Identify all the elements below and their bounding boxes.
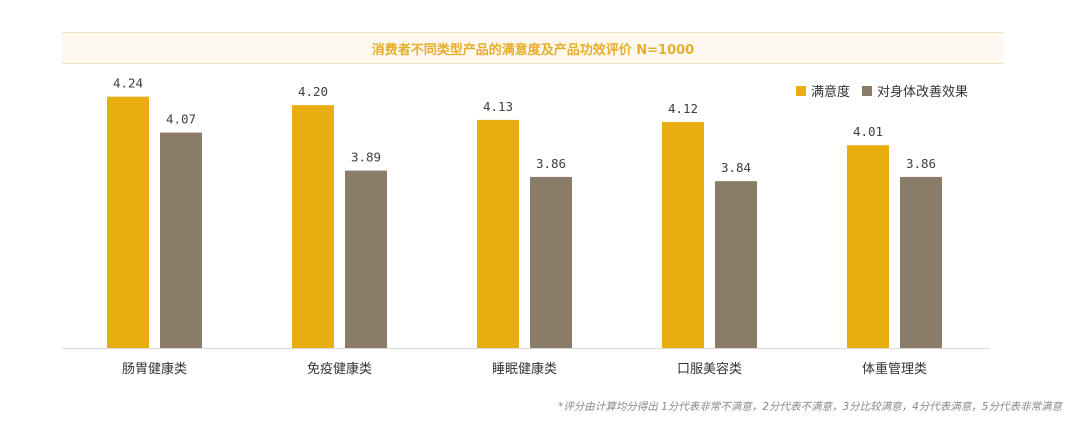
data-label-satisfaction-0: 4.24: [113, 76, 143, 91]
data-label-improvement-3: 3.84: [721, 160, 751, 175]
data-label-improvement-2: 3.86: [536, 156, 566, 171]
bar-improvement-4: [900, 176, 942, 348]
bar-satisfaction-2: [477, 119, 519, 349]
bar-satisfaction-0: [107, 96, 149, 348]
bar-satisfaction-1: [292, 105, 334, 349]
category-label-1: 免疫健康类: [307, 361, 372, 377]
legend-label-1: 对身体改善效果: [877, 84, 968, 100]
category-label-4: 体重管理类: [862, 361, 927, 377]
chart-title-band: 消费者不同类型产品的满意度及产品功效评价 N=1000: [62, 32, 1004, 64]
footnote: *评分由计算均分得出 1分代表非常不满意，2分代表不满意，3分比较满意，4分代表…: [558, 401, 1062, 413]
data-label-improvement-1: 3.89: [351, 150, 381, 165]
legend-label-0: 满意度: [811, 84, 850, 100]
category-label-0: 肠胃健康类: [122, 361, 187, 377]
bar-satisfaction-4: [847, 145, 889, 348]
legend-swatch-1: [862, 86, 873, 96]
bar-satisfaction-3: [662, 122, 704, 349]
data-label-satisfaction-2: 4.13: [483, 99, 513, 114]
bar-improvement-1: [345, 170, 387, 348]
bar-improvement-0: [160, 132, 202, 348]
bar-improvement-3: [715, 181, 757, 348]
data-label-satisfaction-1: 4.20: [298, 84, 328, 99]
category-label-3: 口服美容类: [677, 361, 742, 377]
data-label-satisfaction-3: 4.12: [668, 101, 698, 116]
category-label-2: 睡眠健康类: [492, 361, 557, 377]
chart-title: 消费者不同类型产品的满意度及产品功效评价 N=1000: [371, 42, 695, 58]
data-label-improvement-4: 3.86: [906, 156, 936, 171]
bar-improvement-2: [530, 176, 572, 348]
legend-swatch-0: [796, 86, 806, 96]
data-label-improvement-0: 4.07: [166, 112, 196, 127]
data-label-satisfaction-4: 4.01: [853, 124, 883, 139]
